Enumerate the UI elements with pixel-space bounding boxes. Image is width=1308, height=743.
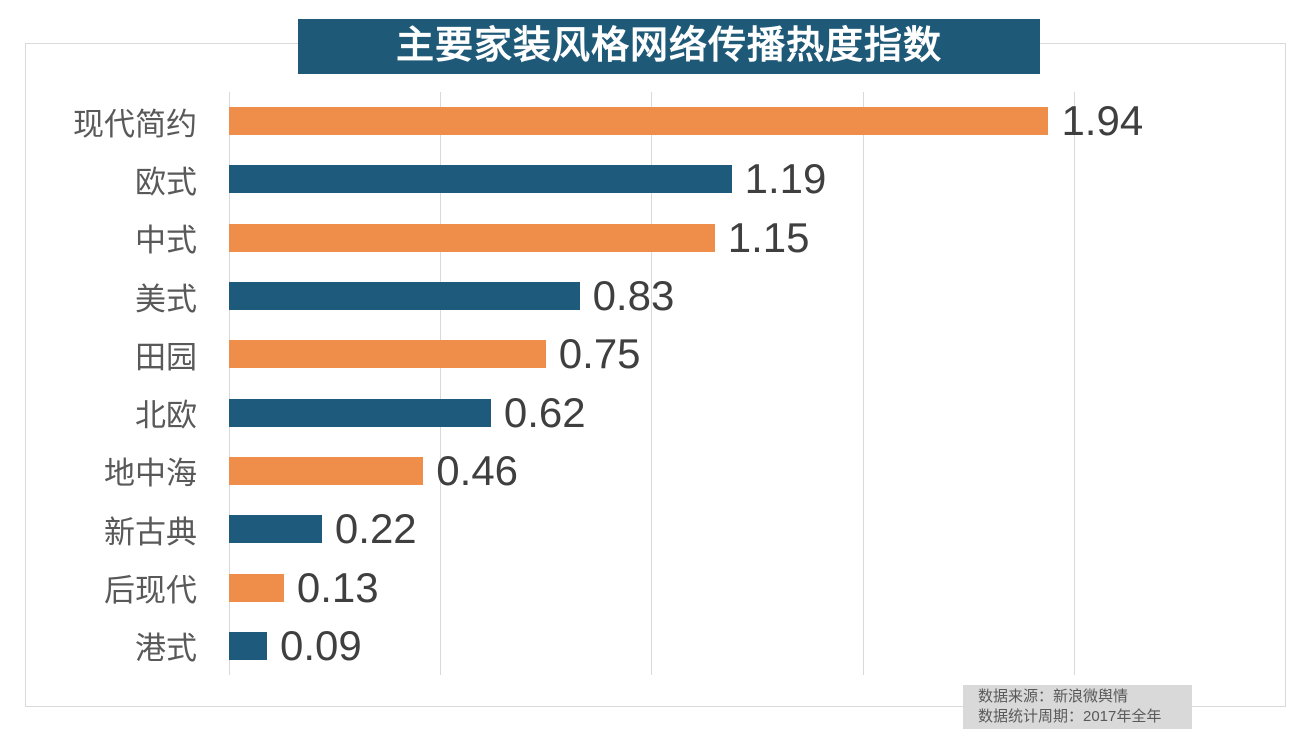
bar-北欧 bbox=[229, 398, 491, 427]
gridline bbox=[862, 92, 864, 675]
gridline bbox=[651, 92, 653, 675]
category-label: 港式 bbox=[135, 631, 197, 667]
bar-现代简约 bbox=[229, 107, 1049, 136]
category-row: 港式 bbox=[0, 617, 197, 675]
bar-港式 bbox=[229, 631, 268, 660]
bar-value-label: 1.94 bbox=[1061, 97, 1144, 145]
chart-title: 主要家装风格网络传播热度指数 bbox=[298, 19, 1040, 74]
gridline bbox=[229, 92, 230, 675]
bar-value-label: 0.83 bbox=[592, 272, 675, 320]
bar-row: 0.46 bbox=[229, 442, 1285, 500]
category-label: 后现代 bbox=[104, 573, 197, 609]
bar-row: 1.19 bbox=[229, 150, 1285, 208]
bar-新古典 bbox=[229, 515, 322, 544]
bar-value-label: 1.15 bbox=[727, 213, 810, 261]
bar-中式 bbox=[229, 223, 715, 252]
bar-value-label: 0.13 bbox=[296, 563, 379, 611]
bar-row: 1.15 bbox=[229, 209, 1285, 267]
category-row: 北欧 bbox=[0, 383, 197, 441]
category-label: 中式 bbox=[135, 223, 197, 259]
bar-row: 0.75 bbox=[229, 325, 1285, 383]
bar-value-label: 0.75 bbox=[558, 330, 641, 378]
plot-area: 1.94 1.19 1.15 0.83 0.75 0.62 0.46 0.22 0.13 0.09 bbox=[229, 92, 1286, 675]
bar-value-label: 0.22 bbox=[334, 505, 417, 553]
category-axis: 现代简约欧式中式美式田园北欧地中海新古典后现代港式 bbox=[0, 92, 197, 675]
bar-后现代 bbox=[229, 573, 284, 602]
bar-美式 bbox=[229, 282, 580, 311]
category-row: 田园 bbox=[0, 325, 197, 383]
bar-value-label: 0.09 bbox=[280, 621, 362, 669]
bar-row: 1.94 bbox=[229, 92, 1285, 150]
category-row: 新古典 bbox=[0, 500, 197, 558]
gridline bbox=[440, 92, 442, 675]
category-row: 现代简约 bbox=[0, 92, 197, 150]
bar-value-label: 0.62 bbox=[503, 388, 586, 436]
bar-rows: 1.94 1.19 1.15 0.83 0.75 0.62 0.46 0.22 0.13 0.09 bbox=[229, 92, 1285, 675]
bar-value-label: 1.19 bbox=[744, 155, 827, 203]
category-row: 美式 bbox=[0, 267, 197, 325]
category-row: 中式 bbox=[0, 209, 197, 267]
category-label: 现代简约 bbox=[73, 106, 197, 142]
source-line-2: 数据统计周期：2017年全年 bbox=[978, 708, 1162, 725]
category-row: 后现代 bbox=[0, 558, 197, 616]
bar-row: 0.09 bbox=[229, 617, 1285, 675]
bar-row: 0.62 bbox=[229, 383, 1285, 441]
category-label: 地中海 bbox=[104, 456, 197, 492]
category-label: 欧式 bbox=[135, 164, 197, 200]
bar-row: 0.83 bbox=[229, 267, 1285, 325]
category-label: 美式 bbox=[135, 281, 197, 317]
category-label: 田园 bbox=[135, 339, 197, 375]
source-note: 数据来源：新浪微舆情 数据统计周期：2017年全年 bbox=[963, 685, 1192, 729]
category-label: 北欧 bbox=[135, 398, 197, 434]
category-row: 欧式 bbox=[0, 150, 197, 208]
category-label: 新古典 bbox=[104, 514, 197, 550]
category-row: 地中海 bbox=[0, 442, 197, 500]
bar-欧式 bbox=[229, 165, 732, 194]
gridline bbox=[1073, 92, 1075, 675]
source-line-1: 数据来源：新浪微舆情 bbox=[978, 688, 1129, 705]
bar-value-label: 0.46 bbox=[436, 446, 519, 494]
bar-地中海 bbox=[229, 456, 424, 485]
bar-田园 bbox=[229, 340, 546, 369]
bar-row: 0.13 bbox=[229, 558, 1285, 616]
gridline bbox=[1285, 92, 1286, 675]
bar-row: 0.22 bbox=[229, 500, 1285, 558]
